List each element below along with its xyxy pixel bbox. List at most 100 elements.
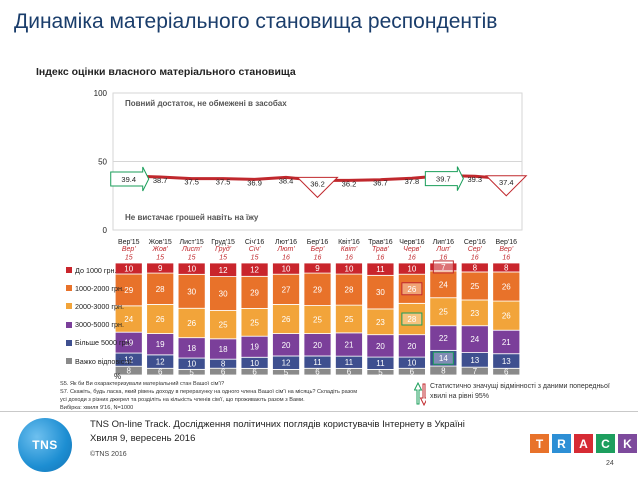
significance-down-marker: [485, 175, 528, 197]
bar-category-label: 16: [471, 255, 479, 262]
line-x-tick-label: Трав'16: [368, 239, 393, 246]
bar-value-label: 28: [345, 286, 354, 295]
bar-category-label: Трав': [372, 246, 389, 253]
footer-wave: Хвиля 9, вересень 2016: [90, 433, 196, 444]
copyright: ©TNS 2016: [90, 451, 127, 458]
bar-value-label: 8: [127, 367, 132, 376]
line-data-label: 36.9: [247, 178, 262, 187]
bar-value-label: 21: [345, 341, 354, 350]
bar-category-label: 16: [314, 255, 322, 262]
bar-significance-marker: [401, 282, 423, 296]
bar-segment: [429, 325, 458, 351]
bar-segment: [303, 305, 332, 334]
bar-value-label: 25: [345, 315, 354, 324]
bar-segment: [146, 272, 175, 305]
bar-value-label: 20: [313, 341, 322, 350]
bar-segment: [397, 262, 426, 275]
bar-segment: [335, 304, 363, 334]
bar-category-label: 16: [377, 255, 385, 262]
note-s7: S7. Скажіть, будь ласка, який рівень дох…: [60, 389, 358, 403]
bar-segment: [429, 270, 458, 299]
track-logo-letter: K: [618, 434, 637, 453]
bar-value-label: 12: [156, 358, 165, 367]
line-y-tick-label: 0: [103, 226, 108, 235]
line-x-tick-label: Лист'15: [179, 239, 203, 246]
bar-segment: [397, 302, 426, 336]
bar-category-label: Вер': [499, 246, 513, 253]
percent-label: %: [114, 372, 122, 381]
line-x-tick-label: Бер'16: [307, 239, 329, 246]
legend-item: 1000-2000 грн.: [66, 279, 124, 297]
bar-value-label: 6: [315, 368, 320, 377]
bar-value-label: 10: [124, 264, 133, 273]
bar-segment: [209, 262, 238, 277]
track-logo-letter: R: [552, 434, 571, 453]
bar-value-label: 18: [219, 345, 228, 354]
bar-value-label: 30: [219, 290, 228, 299]
bar-value-label: 5: [284, 368, 289, 377]
bar-value-label: 18: [187, 344, 196, 353]
legend-item: До 1000 грн.: [66, 261, 122, 279]
bar-significance-marker: [432, 351, 454, 365]
bar-chart-legend: До 1000 грн. 1000-2000 грн. 2000-3000 грн.…: [66, 261, 132, 370]
legend-item: 3000-5000 грн.: [66, 316, 124, 334]
line-data-label: 37.5: [216, 178, 231, 187]
note-sample: Вибірка: хвиля 9'16, N=1000: [60, 405, 134, 411]
bar-category-label: Бер': [311, 246, 325, 253]
bar-category-label: 16: [282, 255, 290, 262]
legend-swatch: [66, 267, 72, 274]
bar-value-label: 29: [124, 286, 133, 295]
bar-value-label: 22: [439, 334, 448, 343]
bar-value-label: 11: [313, 358, 322, 367]
bar-value-label: 10: [282, 265, 291, 274]
bar-segment: [460, 325, 489, 354]
bar-value-label: 25: [439, 308, 448, 317]
bar-segment: [177, 273, 206, 309]
bar-value-label: 6: [221, 368, 226, 377]
legend-label: 2000-3000 грн.: [75, 301, 124, 311]
bar-segment: [146, 304, 175, 334]
line-x-tick-label: Сер'16: [464, 239, 486, 246]
bar-segment: [429, 297, 458, 327]
bar-value-label: 5: [189, 368, 194, 377]
bar-category-label: Січ': [249, 245, 261, 253]
bar-value-label: 8: [221, 360, 226, 369]
bar-value-label: 30: [187, 287, 196, 296]
bar-value-label: 29: [250, 288, 259, 297]
line-data-label: 36.2: [310, 179, 325, 188]
bar-value-label: 24: [439, 280, 448, 289]
bar-value-label: 26: [502, 312, 511, 321]
bar-segment: [460, 262, 489, 273]
legend-label: Більше 5000 грн.: [75, 338, 132, 348]
bar-value-label: 7: [441, 263, 446, 272]
bar-value-label: 21: [502, 338, 511, 347]
bar-segment: [146, 262, 175, 274]
bottom-annotation: Не вистачає грошей навіть на їжу: [125, 213, 259, 222]
line-x-tick-label: Черв'16: [399, 239, 424, 246]
bar-segment: [397, 273, 426, 304]
bar-value-label: 14: [439, 354, 448, 363]
bar-segment: [272, 304, 300, 334]
note-s5: S5. Як би Ви охарактеризували матеріальн…: [60, 381, 225, 387]
bar-value-label: 26: [502, 283, 511, 292]
bar-value-label: 6: [410, 368, 415, 377]
line-data-label: 39.3: [468, 175, 483, 184]
bar-value-label: 6: [347, 368, 352, 377]
top-annotation: Повний достаток, не обмежені в засобах: [125, 99, 287, 108]
bar-category-label: Лист': [181, 246, 202, 253]
legend-label: До 1000 грн.: [75, 265, 117, 275]
bar-value-label: 5: [378, 368, 383, 377]
legend-label: 1000-2000 грн.: [75, 283, 124, 293]
bar-category-label: 15: [156, 255, 164, 262]
bar-significance-marker: [401, 312, 423, 326]
bar-value-label: 11: [376, 359, 385, 368]
bar-value-label: 10: [345, 265, 354, 274]
bar-value-label: 26: [187, 319, 196, 328]
bar-category-label: Лют': [276, 246, 295, 253]
bar-segment: [460, 299, 489, 327]
bar-segment: [209, 310, 238, 340]
bar-value-label: 25: [313, 316, 322, 325]
bar-value-label: 8: [504, 263, 509, 272]
legend-swatch: [66, 358, 72, 365]
